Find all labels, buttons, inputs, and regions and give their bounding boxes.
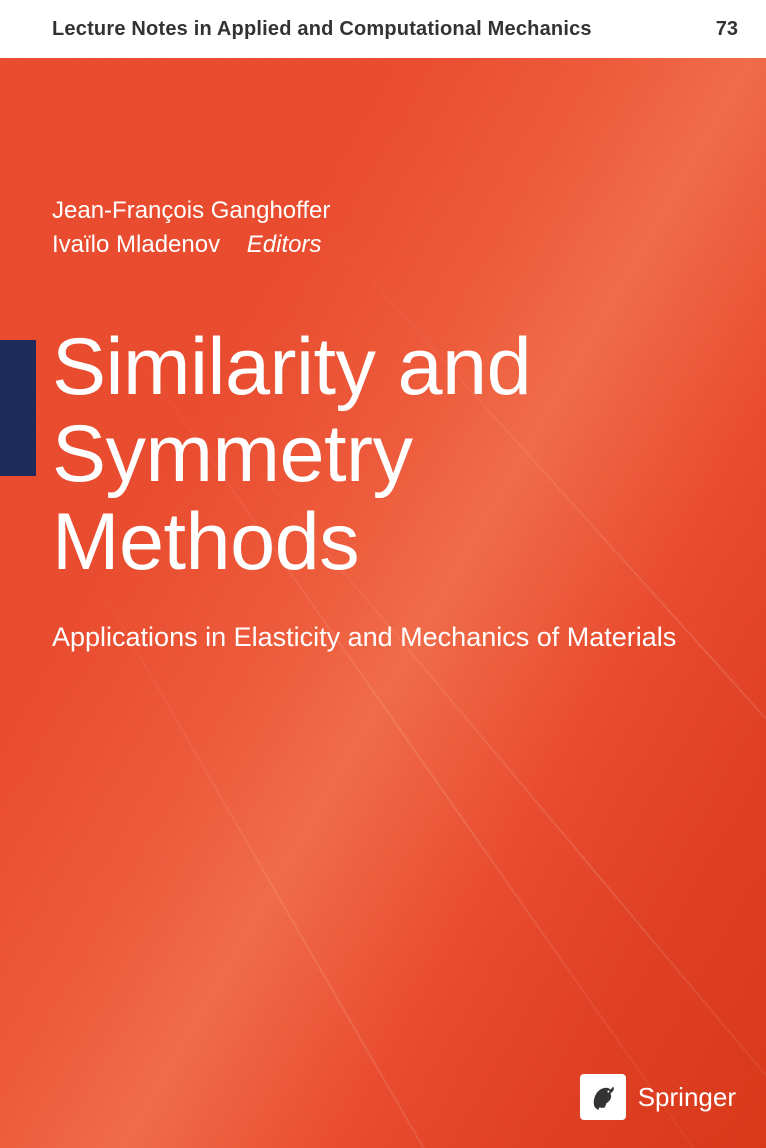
series-header: Lecture Notes in Applied and Computation… (0, 0, 766, 58)
book-title: Similarity and Symmetry Methods (52, 324, 726, 586)
book-cover: Lecture Notes in Applied and Computation… (0, 0, 766, 1148)
publisher-logo-box (580, 1074, 626, 1120)
decorative-line (49, 501, 651, 1148)
series-name: Lecture Notes in Applied and Computation… (52, 18, 592, 41)
series-volume: 73 (716, 18, 738, 41)
book-subtitle: Applications in Elasticity and Mechanics… (52, 620, 686, 655)
side-accent-bar (0, 340, 36, 476)
springer-horse-icon (586, 1080, 620, 1114)
author-name: Ivaïlo Mladenov (52, 231, 220, 258)
authors-block: Jean-François Ganghoffer Ivaïlo Mladenov… (52, 194, 330, 261)
editors-label: Editors (247, 231, 322, 258)
author-name-row: Ivaïlo Mladenov Editors (52, 228, 330, 262)
publisher-block: Springer (580, 1074, 736, 1120)
publisher-name: Springer (638, 1082, 736, 1113)
author-name: Jean-François Ganghoffer (52, 194, 330, 228)
